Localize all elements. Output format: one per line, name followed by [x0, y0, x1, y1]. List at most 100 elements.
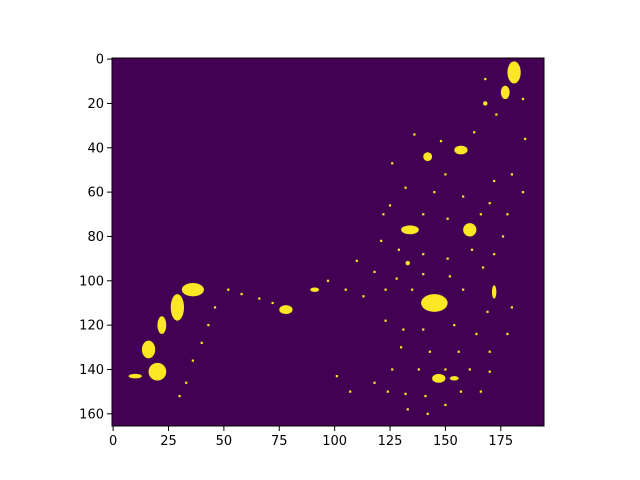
foreground-pixel-24	[397, 248, 400, 251]
foreground-pixel-16	[506, 213, 509, 216]
foreground-pixel-1	[521, 97, 525, 101]
foreground-blob-7	[405, 260, 410, 266]
foreground-pixel-56	[468, 368, 471, 371]
foreground-pixel-29	[355, 259, 358, 262]
y-tick-label-100: 100	[79, 274, 104, 289]
foreground-pixel-41	[486, 310, 489, 313]
y-tick-label-80: 80	[87, 230, 104, 245]
foreground-pixel-40	[462, 288, 465, 291]
y-tick-label-40: 40	[87, 141, 104, 156]
foreground-pixel-70	[240, 292, 243, 296]
foreground-pixel-31	[395, 277, 398, 280]
foreground-pixel-2	[495, 113, 498, 116]
y-tick-label-120: 120	[79, 319, 104, 334]
x-tick-label-0: 0	[109, 434, 117, 449]
y-tick-label-60: 60	[87, 186, 104, 201]
foreground-pixel-73	[213, 306, 217, 309]
foreground-blob-10	[279, 305, 293, 315]
foreground-pixel-64	[459, 390, 463, 393]
foreground-blob-14	[157, 316, 167, 334]
foreground-blob-13	[170, 294, 185, 321]
foreground-pixel-47	[475, 332, 478, 336]
foreground-blob-1	[500, 85, 510, 100]
foreground-pixel-38	[384, 288, 387, 291]
foreground-blob-15	[141, 340, 156, 359]
foreground-pixel-34	[481, 266, 485, 269]
foreground-pixel-5	[524, 137, 527, 141]
foreground-pixel-30	[373, 270, 376, 274]
foreground-pixel-15	[488, 202, 491, 205]
foreground-blob-11	[310, 287, 320, 292]
foreground-blobs	[128, 61, 521, 383]
foreground-pixel-37	[362, 295, 365, 298]
foreground-pixel-49	[428, 350, 432, 353]
foreground-pixel-60	[373, 381, 376, 384]
foreground-pixel-69	[227, 288, 230, 291]
foreground-pixel-44	[402, 328, 405, 331]
plot-frame	[111, 57, 545, 427]
plot-area	[111, 57, 545, 427]
foreground-pixel-74	[207, 324, 210, 327]
image-background	[112, 58, 544, 426]
x-tick-label-125: 125	[378, 434, 403, 449]
foreground-pixel-22	[501, 235, 505, 238]
foreground-blob-17	[128, 373, 142, 379]
foreground-pixel-21	[479, 213, 482, 216]
x-tick-label-175: 175	[488, 434, 513, 449]
foreground-pixel-6	[413, 133, 416, 136]
foreground-pixel-32	[422, 273, 425, 276]
foreground-pixel-10	[510, 173, 513, 176]
foreground-blob-18	[432, 373, 446, 383]
foreground-pixel-59	[349, 390, 352, 393]
foreground-pixel-33	[448, 275, 451, 278]
foreground-pixel-3	[473, 131, 476, 134]
foreground-pixel-36	[344, 288, 347, 291]
foreground-pixel-4	[439, 140, 443, 143]
y-tick-label-0: 0	[96, 53, 104, 68]
foreground-pixel-62	[404, 392, 407, 395]
foreground-pixel-8	[444, 173, 447, 176]
foreground-blob-6	[463, 223, 477, 237]
foreground-pixel-72	[271, 301, 274, 305]
foreground-pixel-66	[406, 408, 409, 411]
foreground-pixel-63	[424, 394, 427, 398]
foreground-pixel-65	[479, 390, 482, 393]
foreground-pixel-20	[446, 217, 449, 220]
foreground-blob-3	[454, 145, 468, 155]
foreground-pixel-51	[488, 350, 491, 353]
foreground-blob-8	[421, 294, 448, 312]
foreground-sparse-pixels	[178, 77, 527, 415]
foreground-pixel-39	[411, 288, 414, 291]
foreground-pixel-9	[493, 179, 496, 183]
foreground-blob-19	[449, 376, 459, 381]
foreground-pixel-25	[422, 253, 425, 256]
foreground-pixel-28	[493, 253, 496, 256]
foreground-pixel-68	[444, 403, 447, 407]
foreground-pixel-77	[185, 381, 188, 384]
foreground-blob-9	[491, 285, 497, 299]
foreground-pixel-42	[510, 306, 513, 309]
foreground-pixel-57	[488, 370, 491, 373]
foreground-pixel-54	[417, 368, 420, 371]
foreground-pixel-14	[462, 195, 465, 198]
foreground-pixel-17	[521, 191, 525, 194]
foreground-pixel-50	[457, 350, 460, 353]
foreground-blob-5	[401, 225, 419, 235]
foreground-pixel-13	[433, 191, 436, 194]
foreground-pixel-53	[391, 368, 394, 371]
x-axis: 0 25 50 75 100 125 150 175	[109, 426, 513, 449]
x-tick-label-75: 75	[271, 434, 288, 449]
foreground-pixel-19	[422, 213, 425, 216]
foreground-pixel-48	[400, 346, 403, 349]
y-tick-label-140: 140	[79, 363, 104, 378]
foreground-pixel-71	[258, 297, 261, 300]
foreground-pixel-12	[404, 186, 407, 189]
foreground-blob-0	[507, 61, 521, 84]
foreground-pixel-76	[191, 359, 194, 362]
foreground-pixel-46	[453, 324, 456, 327]
x-tick-label-25: 25	[160, 434, 177, 449]
x-tick-label-150: 150	[433, 434, 458, 449]
foreground-pixel-75	[200, 341, 203, 344]
foreground-pixel-52	[506, 332, 509, 336]
